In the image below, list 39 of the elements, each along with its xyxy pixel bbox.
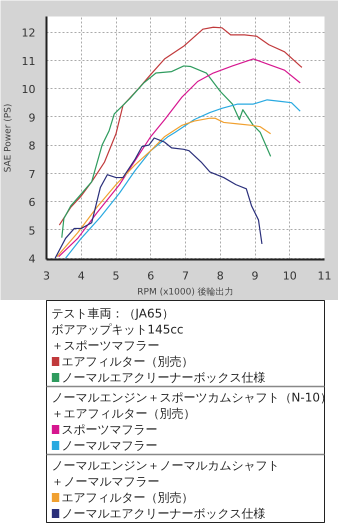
x-tick-label: 3 — [43, 270, 50, 282]
x-tick-label: 9 — [252, 270, 258, 282]
y-tick-label: 9 — [28, 111, 36, 124]
text: ＋ノーマルマフラー — [51, 474, 160, 488]
line-series — [58, 26, 303, 226]
y-axis-title: SAE Power (PS) — [4, 104, 14, 172]
text: ＋スポーツマフラー — [51, 338, 160, 352]
y-tick-label: 10 — [22, 83, 36, 96]
legend-label: スポーツマフラー — [61, 422, 158, 436]
line-series — [56, 118, 272, 258]
legend-label: エアフィルター（別売） — [61, 354, 194, 368]
x-tick-label: 6 — [147, 270, 154, 282]
line-series — [54, 137, 263, 259]
y-tick-label: 12 — [22, 26, 36, 40]
legend-label: ノーマルマフラー — [61, 438, 158, 452]
x-tick-label: 5 — [112, 270, 120, 282]
legend-label: ノーマルエアクリーナーボックス仕様 — [61, 370, 266, 384]
line-series — [58, 58, 301, 258]
y-tick-label: 8 — [28, 140, 36, 153]
x-tick-label: 11 — [318, 270, 332, 282]
line-series — [61, 65, 272, 238]
x-tick-label: 8 — [216, 270, 224, 282]
x-tick-label: 7 — [182, 270, 189, 282]
x-tick-label: 10 — [282, 270, 297, 282]
text: ノーマルエンジン＋スポーツカムシャフト（N-10） — [51, 390, 332, 404]
text: ＋エアフィルター（別売） — [51, 406, 196, 420]
text: ボアアップキット145cc — [51, 322, 184, 336]
x-axis-title: RPM (x1000) 後輪出力 — [137, 286, 234, 298]
text: テスト車両：（JA65） — [51, 306, 174, 320]
y-tick-label: 5 — [28, 224, 36, 238]
text: ノーマルエンジン＋ノーマルカムシャフト — [51, 458, 280, 472]
y-tick-label: 4 — [28, 252, 36, 266]
y-tick-label: 11 — [22, 54, 36, 68]
y-tick-label: 6 — [28, 196, 36, 210]
x-tick-label: 4 — [78, 270, 85, 282]
legend-label: エアフィルター（別売） — [61, 490, 194, 504]
legend-label: ノーマルエアクリーナーボックス仕様 — [61, 506, 266, 520]
line-series — [65, 99, 301, 259]
y-tick-label: 7 — [28, 168, 36, 181]
